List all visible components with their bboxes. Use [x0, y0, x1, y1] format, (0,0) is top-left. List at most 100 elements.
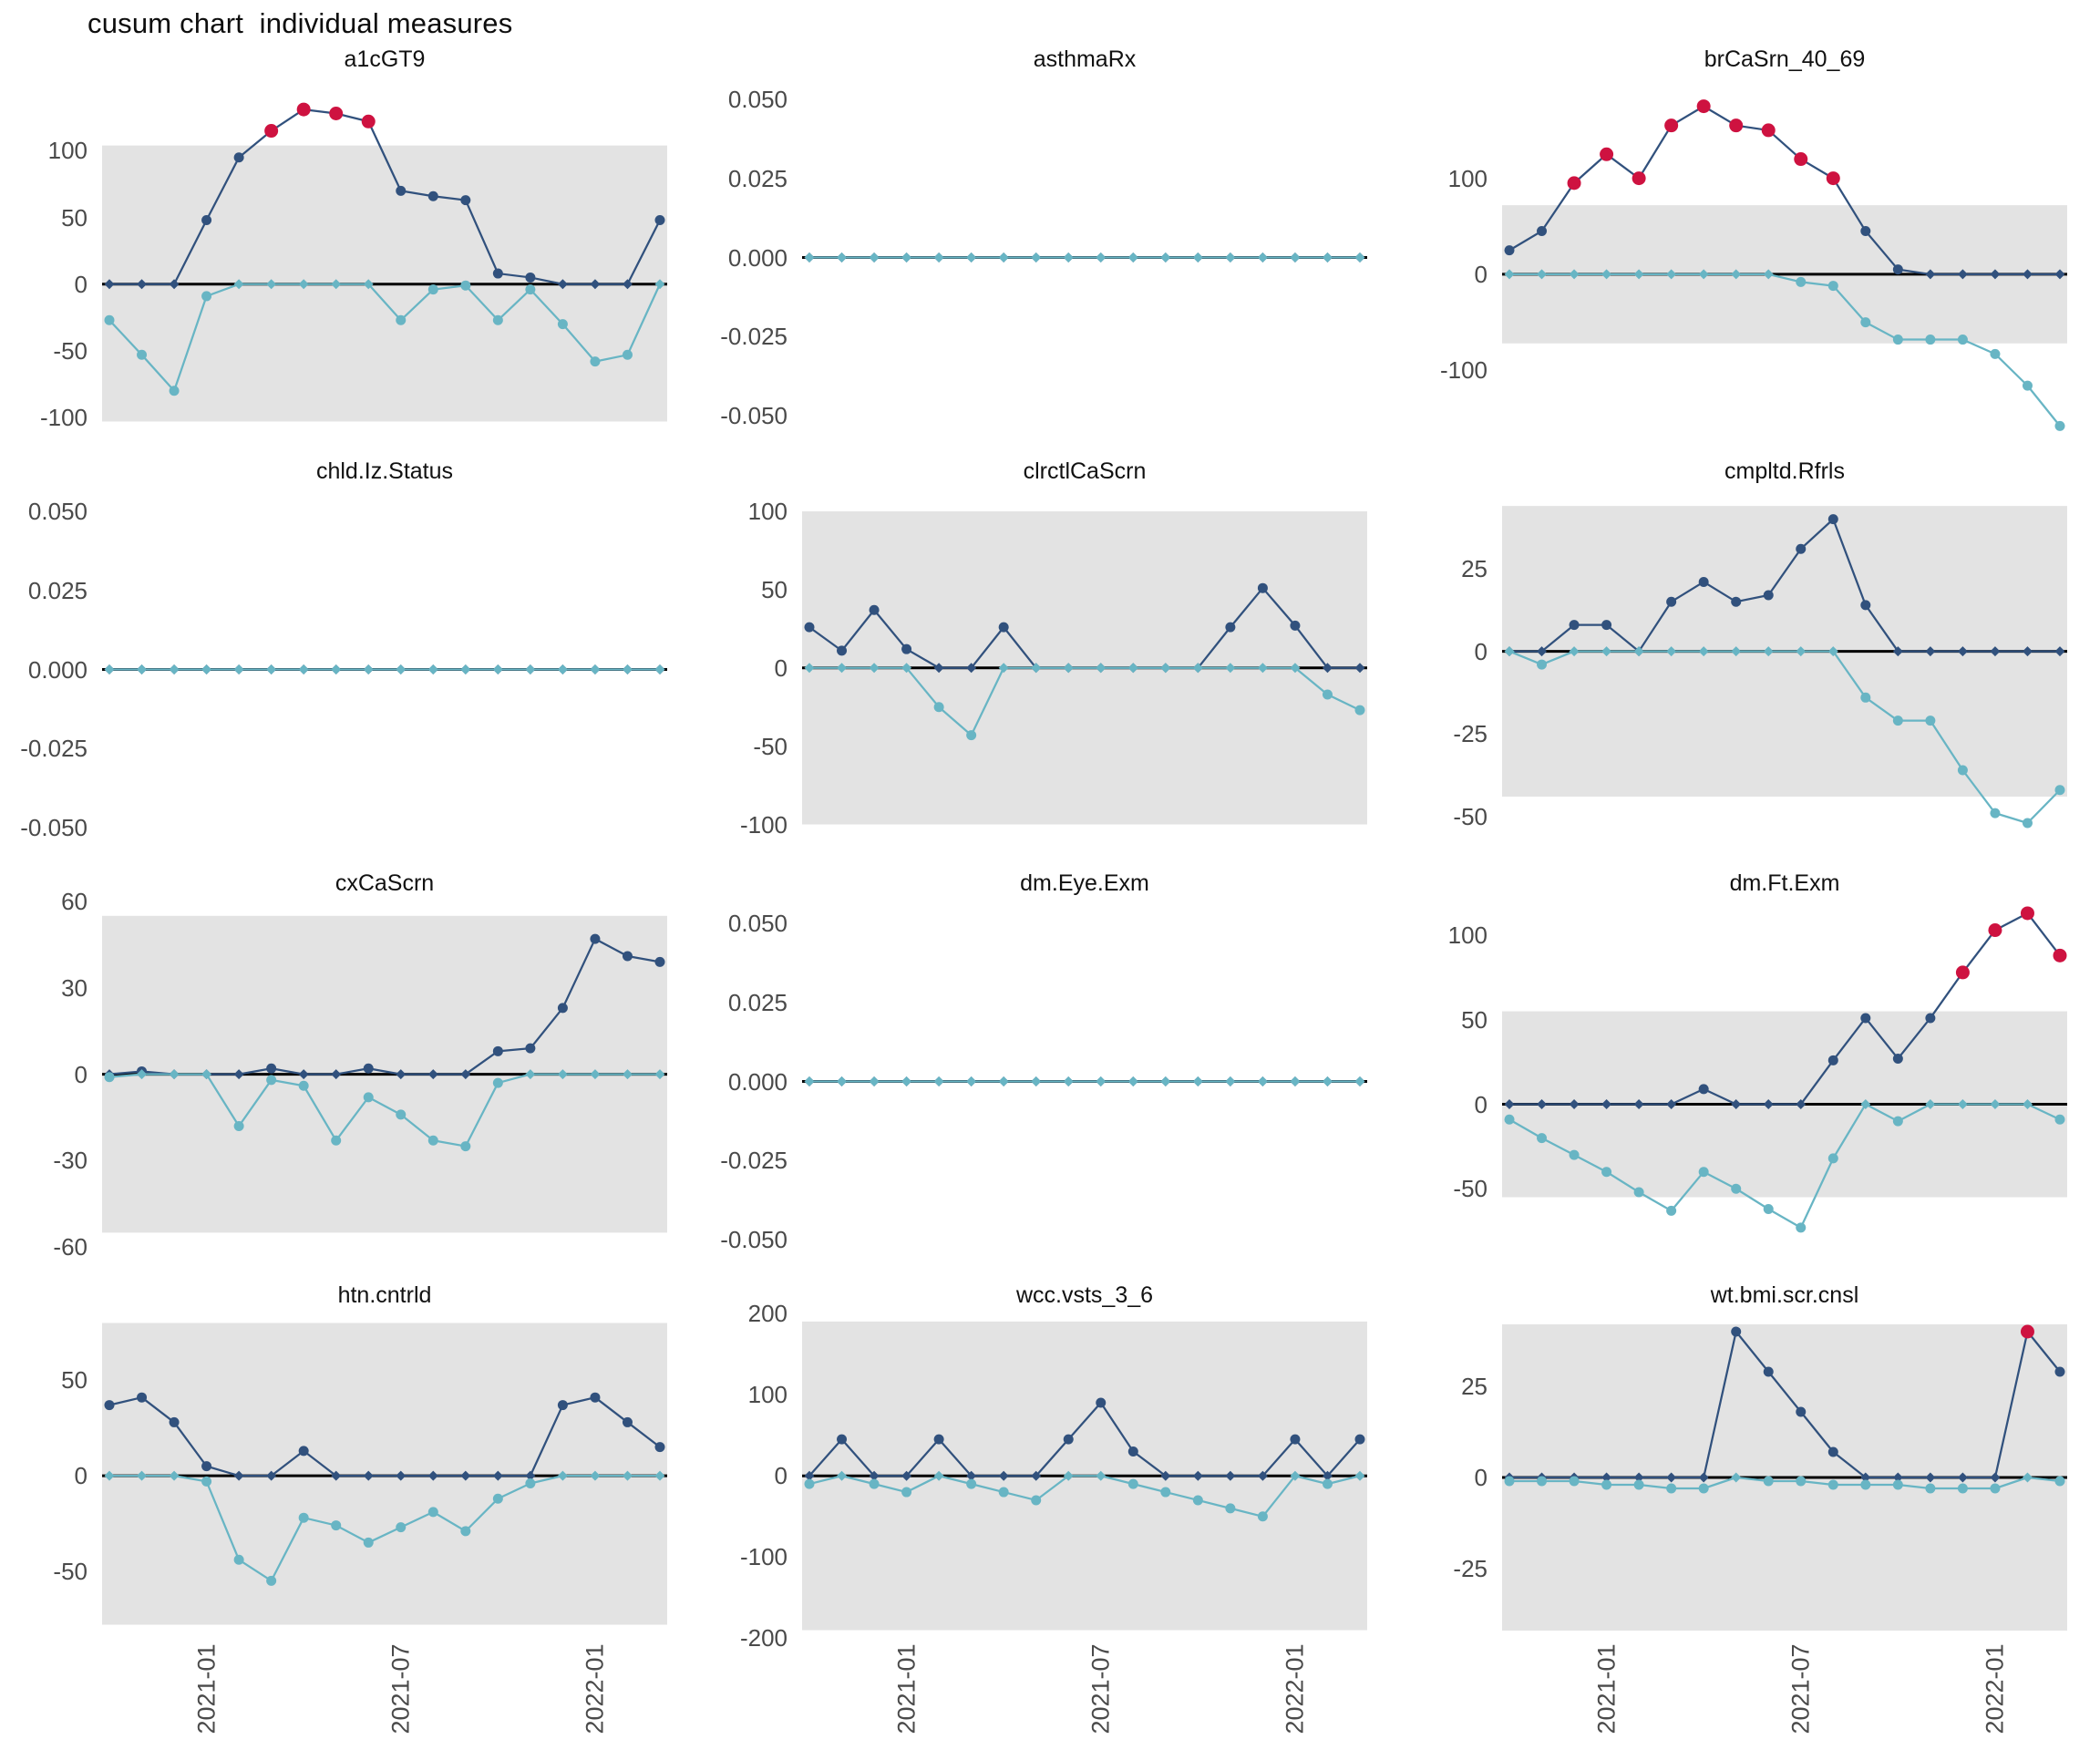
facet-dm.Ft.Exm: dm.Ft.Exm 100 50 0 -50	[1400, 860, 2100, 1272]
data-point	[331, 1470, 342, 1481]
data-point	[654, 215, 665, 226]
data-point	[1666, 1205, 1677, 1216]
data-point	[1633, 1099, 1644, 1110]
y-tick-label: -50	[53, 336, 88, 365]
data-point	[525, 664, 536, 674]
data-point	[966, 1076, 977, 1086]
data-point	[1160, 252, 1171, 262]
y-tick-label: 30	[61, 973, 88, 1002]
data-point	[1633, 269, 1644, 280]
data-point	[1763, 1204, 1774, 1215]
data-point	[1160, 663, 1171, 674]
data-point	[427, 1470, 438, 1481]
data-point	[1827, 646, 1838, 657]
data-point	[396, 314, 407, 325]
facet-wcc.vsts_3_6: wcc.vsts_3_6 200 100 0 -100 -200 2021-01 2021-0…	[700, 1272, 1400, 1739]
data-point	[1763, 1366, 1774, 1377]
data-point	[966, 1470, 977, 1481]
data-point	[169, 386, 180, 396]
data-point	[1601, 1479, 1612, 1490]
data-point	[201, 1461, 212, 1472]
y-tick-label: 60	[61, 888, 88, 915]
y-axis: 100 50 0 -50	[1400, 901, 1502, 1261]
negative-cusum-series	[804, 252, 1365, 262]
data-point	[1063, 252, 1074, 262]
data-point	[2054, 785, 2065, 796]
data-point	[169, 1069, 180, 1080]
y-tick-label: 100	[47, 137, 88, 165]
data-point	[901, 1487, 912, 1498]
y-axis: 100 0 -100	[1400, 77, 1502, 438]
data-point	[363, 1092, 374, 1103]
data-point	[1957, 1099, 1968, 1110]
data-point	[1990, 808, 2001, 818]
data-point	[622, 1470, 633, 1481]
data-point	[1192, 1470, 1203, 1481]
data-point	[1666, 269, 1677, 280]
data-point	[169, 1470, 180, 1481]
data-point	[1990, 646, 2001, 657]
data-point	[1633, 1472, 1644, 1483]
y-axis: 100 50 0 -50 -100	[0, 77, 102, 438]
data-point	[1354, 1470, 1365, 1481]
data-point	[2054, 269, 2065, 280]
facet-cxCaScrn: cxCaScrn 60 30 0 -30 -60	[0, 860, 700, 1272]
y-axis: 60 30 0 -30 -60	[0, 889, 102, 1261]
data-point	[1827, 1446, 1838, 1457]
data-point	[1537, 226, 1548, 237]
y-tick-label: 0.000	[727, 243, 788, 272]
facet-title: dm.Ft.Exm	[1729, 870, 1840, 896]
data-point	[492, 664, 503, 674]
data-point	[460, 1526, 471, 1537]
y-tick-label: -0.025	[720, 1147, 788, 1175]
data-point	[1225, 622, 1236, 633]
data-point	[1192, 1076, 1203, 1086]
facet-grid: a1cGT9 100 50 0 -50 -100 asthmaRx 0.050 0.025 0.0…	[0, 36, 2100, 1739]
data-point	[1860, 1013, 1871, 1024]
data-point	[622, 1069, 633, 1080]
data-point	[233, 1554, 244, 1565]
data-point	[233, 664, 244, 674]
data-point	[1127, 1478, 1138, 1489]
data-point	[1860, 600, 1871, 611]
y-tick-label: 0	[1474, 637, 1488, 665]
data-point	[1731, 1326, 1742, 1337]
negative-cusum-series	[804, 1076, 1365, 1086]
data-point	[1322, 1478, 1333, 1489]
data-point	[1537, 269, 1548, 280]
data-point	[331, 279, 342, 290]
data-point	[1096, 1470, 1107, 1481]
data-point	[1096, 1397, 1107, 1408]
data-point	[2022, 646, 2033, 657]
y-axis: 100 50 0 -50 -100	[700, 489, 802, 849]
y-tick-label: -100	[739, 810, 788, 839]
y-tick-label: 0.025	[727, 164, 788, 192]
facet-title: cxCaScrn	[335, 870, 435, 896]
data-point	[1892, 1472, 1903, 1483]
x-tick-label: 2021-01	[892, 1643, 921, 1735]
data-point	[1892, 715, 1903, 726]
data-point	[1322, 252, 1333, 262]
data-point	[1925, 1013, 1936, 1024]
data-point	[869, 1470, 880, 1481]
data-point	[1957, 269, 1968, 280]
data-point	[1990, 1483, 2001, 1494]
y-tick-label: -50	[53, 1557, 88, 1585]
data-point	[1860, 317, 1871, 328]
facet-brCaSrn_40_69: brCaSrn_40_69 100 0 -100	[1400, 36, 2100, 448]
data-point	[1763, 1476, 1774, 1487]
data-point	[1031, 1495, 1042, 1506]
x-tick-label: 2022-01	[581, 1643, 609, 1735]
y-tick-label: 0	[1474, 1464, 1488, 1491]
y-tick-label: 50	[61, 1366, 88, 1395]
data-point	[1666, 596, 1677, 607]
facet-title: a1cGT9	[344, 46, 426, 72]
facet-dm.Eye.Exm: dm.Eye.Exm 0.050 0.025 0.000 -0.025 -0.050	[700, 860, 1400, 1272]
data-point	[492, 1493, 503, 1504]
data-point	[1990, 1099, 2001, 1110]
data-point	[557, 1003, 568, 1014]
y-tick-label: -0.050	[720, 1225, 788, 1253]
data-point	[1096, 252, 1107, 262]
negative-cusum-series	[1504, 269, 2065, 431]
data-point	[298, 1512, 309, 1523]
